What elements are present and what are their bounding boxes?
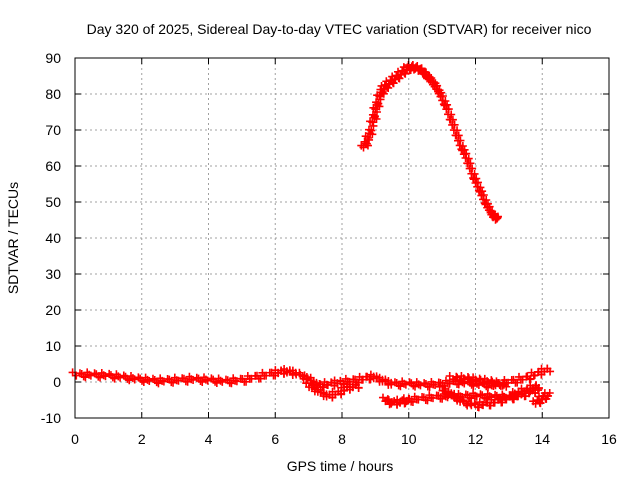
data-point bbox=[463, 159, 472, 168]
x-tick-label: 10 bbox=[401, 431, 417, 447]
y-tick-label: 20 bbox=[45, 302, 61, 318]
data-point bbox=[457, 145, 466, 154]
data-point bbox=[469, 174, 478, 182]
data-point bbox=[134, 373, 143, 382]
data-point bbox=[434, 87, 443, 96]
y-tick-label: 0 bbox=[53, 374, 61, 390]
data-point bbox=[474, 186, 483, 195]
series-baseline bbox=[68, 364, 555, 392]
x-tick-label: 4 bbox=[205, 431, 213, 447]
data-point bbox=[375, 92, 384, 101]
x-axis-label: GPS time / hours bbox=[287, 458, 394, 474]
data-point bbox=[543, 364, 552, 373]
y-tick-label: 80 bbox=[45, 86, 61, 102]
data-point bbox=[480, 199, 489, 208]
y-tick-label: 60 bbox=[45, 158, 61, 174]
x-tick-label: 2 bbox=[138, 431, 146, 447]
x-tick-label: 0 bbox=[71, 431, 79, 447]
data-point bbox=[473, 182, 482, 191]
data-point bbox=[451, 131, 460, 140]
y-tick-label: -10 bbox=[41, 410, 61, 426]
y-tick-label: 40 bbox=[45, 230, 61, 246]
data-point bbox=[309, 377, 318, 386]
data-point bbox=[453, 393, 462, 402]
data-point bbox=[545, 389, 554, 397]
data-point bbox=[493, 212, 502, 221]
x-tick-label: 6 bbox=[271, 431, 279, 447]
x-tick-label: 16 bbox=[601, 431, 617, 447]
data-point bbox=[368, 130, 377, 139]
data-point bbox=[368, 118, 377, 127]
data-point bbox=[445, 115, 454, 124]
data-point bbox=[127, 372, 136, 380]
grid bbox=[75, 58, 609, 418]
series-tail bbox=[529, 389, 554, 408]
axis-ticks: 0 2 4 6 8 10 12 14 16 -10 0 10 20 30 40 50 60 70 80 90 bbox=[41, 50, 617, 447]
data-point bbox=[371, 105, 380, 114]
data-point bbox=[461, 154, 470, 162]
x-tick-label: 8 bbox=[338, 431, 346, 447]
y-tick-label: 10 bbox=[45, 338, 61, 354]
y-tick-label: 50 bbox=[45, 194, 61, 210]
data-point bbox=[455, 141, 464, 150]
data-point bbox=[374, 99, 383, 108]
data-marks bbox=[68, 61, 555, 412]
data-point bbox=[422, 71, 431, 80]
chart-title: Day 320 of 2025, Sidereal Day-to-day VTE… bbox=[87, 21, 592, 37]
data-point bbox=[369, 121, 378, 130]
data-point bbox=[426, 76, 435, 85]
data-point bbox=[354, 384, 363, 392]
x-tick-label: 12 bbox=[468, 431, 484, 447]
data-point bbox=[534, 386, 543, 394]
data-point bbox=[370, 112, 379, 121]
data-point bbox=[479, 195, 488, 204]
x-tick-label: 14 bbox=[534, 431, 550, 447]
y-tick-label: 30 bbox=[45, 266, 61, 282]
data-point bbox=[363, 134, 372, 142]
data-point bbox=[367, 126, 376, 135]
data-point bbox=[499, 380, 508, 389]
data-point bbox=[439, 100, 448, 109]
data-point bbox=[438, 96, 447, 105]
data-point bbox=[449, 126, 458, 135]
series-lower-band bbox=[302, 379, 363, 402]
y-tick-label: 90 bbox=[45, 50, 61, 66]
series-band-upper-right bbox=[445, 372, 511, 391]
series-high-arc bbox=[357, 61, 502, 224]
series-lower-band-3 bbox=[435, 382, 543, 412]
y-axis-label: SDTVAR / TECUs bbox=[5, 182, 21, 294]
data-point bbox=[444, 110, 453, 119]
data-point bbox=[428, 78, 437, 87]
data-point bbox=[467, 169, 476, 178]
y-tick-label: 70 bbox=[45, 122, 61, 138]
